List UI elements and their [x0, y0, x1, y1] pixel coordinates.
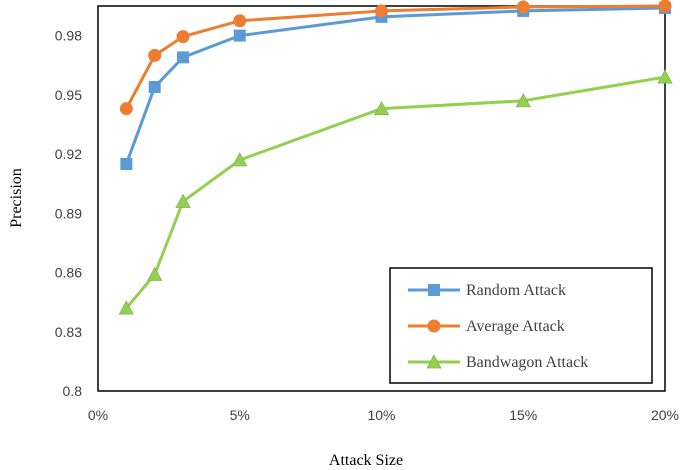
- legend-label: Random Attack: [466, 282, 566, 299]
- data-point: [147, 266, 163, 281]
- x-tick-label: 10%: [367, 407, 395, 423]
- y-tick-label: 0.92: [55, 146, 82, 162]
- data-point: [120, 157, 133, 170]
- legend-item: Random Attack: [408, 282, 566, 299]
- y-tick-label: 0.98: [55, 28, 82, 44]
- legend: Random Attack Average Attack Bandwagon Att…: [389, 267, 653, 384]
- series-random-attack: [120, 1, 671, 170]
- legend-marker: [426, 354, 442, 369]
- legend-marker: [427, 319, 441, 333]
- x-tick-label: 20%: [651, 407, 679, 423]
- series-line: [125, 4, 666, 110]
- data-point: [176, 30, 190, 44]
- y-axis-ticks: 0.8 0.83 0.86 0.89 0.92 0.95 0.98: [55, 28, 82, 399]
- legend-item: Bandwagon Attack: [408, 354, 588, 371]
- data-point: [658, 0, 672, 13]
- data-point: [233, 14, 247, 28]
- y-tick-label: 0.95: [55, 87, 82, 103]
- legend-items: Random Attack Average Attack Bandwagon Att…: [408, 282, 588, 371]
- data-point: [148, 80, 161, 93]
- data-point: [375, 4, 388, 18]
- data-point: [233, 29, 246, 42]
- series-average-attack: [119, 0, 672, 116]
- y-tick-label: 0.89: [55, 205, 82, 221]
- data-point: [232, 152, 248, 167]
- series-layer: [118, 0, 673, 315]
- data-point: [515, 92, 531, 108]
- data-point: [148, 48, 162, 62]
- legend-label: Bandwagon Attack: [466, 354, 588, 371]
- data-point: [177, 51, 190, 64]
- legend-marker: [428, 284, 440, 296]
- y-tick-label: 0.86: [55, 265, 82, 281]
- x-axis-title: Attack Size: [329, 452, 403, 469]
- data-point: [175, 193, 191, 208]
- x-tick-label: 15%: [509, 407, 537, 423]
- series-bandwagon-attack: [118, 69, 673, 315]
- y-tick-label: 0.83: [55, 324, 82, 340]
- data-point: [119, 102, 133, 116]
- data-point: [657, 69, 673, 84]
- data-point: [516, 0, 530, 14]
- data-point: [373, 100, 390, 116]
- y-axis-title: Precision: [8, 168, 25, 228]
- data-point: [118, 300, 135, 315]
- x-axis-ticks: 0% 5% 10% 15% 20%: [88, 407, 679, 423]
- x-tick-label: 5%: [230, 407, 250, 423]
- legend-item: Average Attack: [408, 318, 565, 335]
- x-tick-label: 0%: [88, 407, 108, 423]
- legend-label: Average Attack: [466, 318, 565, 335]
- y-tick-label: 0.8: [63, 383, 83, 399]
